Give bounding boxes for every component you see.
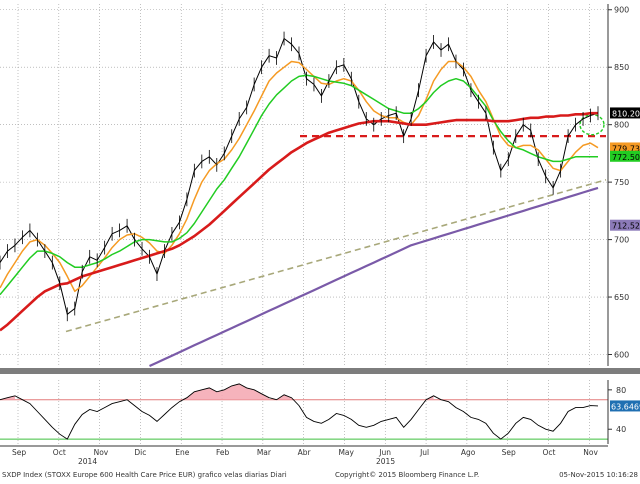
- last-label-box-price: [610, 107, 640, 119]
- main-ytick-label-850: 850: [614, 63, 629, 72]
- axes: 600 650 700 750 800 850 900 40 80 Sep Oct Nov Dic Ene…: [0, 4, 640, 466]
- main-series: [0, 31, 599, 368]
- x-month-label-12: Sep: [502, 448, 516, 457]
- last-label-text-sma-slow: 712.52: [612, 222, 640, 231]
- series-sma-slow: [0, 111, 598, 332]
- main-ytick-label-700: 700: [614, 236, 629, 245]
- last-label-box-sma-fast: [610, 142, 640, 154]
- x-month-label-9: Jun: [378, 448, 391, 457]
- panel-separator: [0, 368, 640, 374]
- last-label-text-sma-medium: 772.50: [612, 153, 640, 162]
- x-month-label-8: May: [338, 448, 354, 457]
- x-month-label-3: Dic: [134, 448, 146, 457]
- series-sma-fast: [0, 60, 599, 293]
- main-ytick-label-650: 650: [614, 293, 629, 302]
- x-month-label-10: Jul: [419, 448, 429, 457]
- last-label-box-sma-slow: [610, 219, 640, 231]
- x-month-label-1: Oct: [53, 448, 66, 457]
- footer: SXDP Index (STOXX Europe 600 Health Care…: [2, 471, 638, 479]
- trend-dashed: [65, 179, 607, 333]
- main-ytick-label-750: 750: [614, 178, 629, 187]
- last-label-text-sma-fast: 779.73: [612, 144, 640, 153]
- last-label-box-sma-medium: [610, 150, 640, 162]
- x-year-label-2015: 2015: [376, 457, 395, 466]
- x-month-label-0: Sep: [12, 448, 26, 457]
- sub-ytick-label-80: 80: [616, 386, 626, 395]
- footer-right: 05-Nov-2015 10:16:28: [559, 471, 638, 479]
- main-ytick-label-800: 800: [614, 121, 629, 130]
- sub-gridlines: [0, 380, 608, 444]
- x-month-label-13: Oct: [542, 448, 555, 457]
- series-trend-slow: [149, 186, 599, 368]
- rsi-line: [0, 383, 599, 440]
- x-month-label-14: Nov: [583, 448, 598, 457]
- sub-ytick-label-40: 40: [616, 425, 626, 434]
- x-month-label-7: Abr: [298, 448, 312, 457]
- x-month-label-6: Mar: [257, 448, 272, 457]
- x-month-label-2: Nov: [94, 448, 109, 457]
- rsi-series: [0, 383, 599, 440]
- x-month-label-11: Ago: [461, 448, 476, 457]
- rsi-last-label-box: [610, 400, 640, 412]
- last-label-text-price: 810.20: [612, 109, 640, 118]
- rsi-last-label-text: 63.6469: [611, 402, 640, 411]
- footer-center: Copyright© 2015 Bloomberg Finance L.P.: [335, 471, 479, 479]
- footer-left: SXDP Index (STOXX Europe 600 Health Care…: [2, 471, 287, 479]
- x-month-label-5: Feb: [216, 448, 230, 457]
- x-month-label-4: Ene: [175, 448, 189, 457]
- main-gridlines: [0, 4, 608, 366]
- series-sma-medium: [0, 74, 598, 296]
- main-ytick-label-600: 600: [614, 351, 629, 360]
- main-ytick-label-900: 900: [614, 6, 629, 15]
- x-year-label-2014: 2014: [78, 457, 97, 466]
